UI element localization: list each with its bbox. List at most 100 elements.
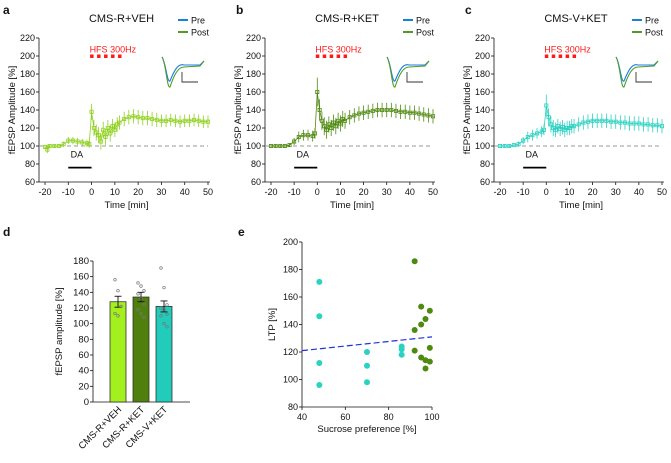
x-tick-label: 80 bbox=[384, 412, 394, 422]
hfs-marker bbox=[322, 54, 327, 58]
y-tick-label: 0 bbox=[84, 397, 89, 408]
pre-trace bbox=[161, 56, 205, 82]
hfs-marker bbox=[343, 54, 348, 58]
data-point bbox=[122, 117, 127, 122]
data-point bbox=[555, 124, 560, 129]
x-tick-label: -10 bbox=[62, 187, 75, 197]
y-tick-label: 20 bbox=[78, 381, 89, 392]
y-tick-label: 160 bbox=[283, 292, 298, 302]
y-axis-label: fEPSP Amplitude [%] bbox=[233, 66, 244, 155]
y-axis-label: fEPSP Amplitude [%] bbox=[462, 66, 473, 155]
y-tick-label: 160 bbox=[73, 272, 89, 283]
data-point bbox=[347, 115, 352, 120]
y-tick-label: 120 bbox=[283, 347, 298, 357]
y-tick-label: 180 bbox=[20, 69, 35, 79]
x-tick-label: 10 bbox=[335, 187, 345, 197]
y-tick-label: 180 bbox=[283, 265, 298, 275]
hfs-marker bbox=[104, 54, 108, 58]
y-tick-label: 80 bbox=[288, 402, 298, 412]
hfs-marker bbox=[111, 54, 115, 58]
hfs-label: HFS 300Hz bbox=[315, 44, 362, 54]
x-tick-label: 40 bbox=[297, 412, 307, 422]
individual-point bbox=[165, 325, 169, 329]
scatter-point bbox=[426, 307, 433, 314]
scatter-point bbox=[316, 313, 323, 320]
scale-bar bbox=[635, 72, 652, 83]
data-point bbox=[525, 134, 530, 139]
individual-point bbox=[142, 302, 146, 306]
y-tick-label: 220 bbox=[475, 33, 490, 43]
y-tick-label: 140 bbox=[475, 105, 490, 115]
data-point bbox=[43, 144, 48, 149]
individual-point bbox=[162, 285, 166, 290]
y-tick-label: 140 bbox=[246, 105, 261, 115]
panel-letter-d: d bbox=[3, 225, 10, 239]
y-axis-label: fEPSP amplitude [%] bbox=[54, 287, 65, 375]
x-tick-label: 0 bbox=[315, 187, 320, 197]
data-point bbox=[45, 147, 50, 152]
hfs-marker bbox=[90, 54, 94, 58]
data-point bbox=[112, 127, 117, 132]
data-point bbox=[352, 113, 357, 118]
scatter-point bbox=[316, 360, 323, 366]
y-tick-label: 100 bbox=[283, 375, 298, 385]
drug-label: DA bbox=[525, 150, 538, 160]
individual-point bbox=[159, 306, 163, 310]
y-tick-label: 80 bbox=[25, 159, 35, 169]
x-tick-label: 30 bbox=[611, 187, 621, 197]
x-tick-label: 50 bbox=[428, 187, 438, 197]
data-point bbox=[553, 127, 558, 132]
individual-point bbox=[136, 281, 140, 285]
y-tick-label: 140 bbox=[20, 105, 35, 115]
x-tick-label: 20 bbox=[359, 187, 369, 197]
x-tick-label: 40 bbox=[405, 187, 415, 197]
y-tick-label: 180 bbox=[73, 256, 89, 267]
legend-pre-label: Pre bbox=[645, 16, 659, 26]
scale-bar bbox=[181, 72, 198, 83]
x-axis-label: Time [min] bbox=[105, 200, 149, 211]
x-tick-label: 50 bbox=[203, 187, 213, 197]
data-point bbox=[576, 122, 581, 127]
y-tick-label: 180 bbox=[475, 69, 490, 79]
hfs-marker bbox=[558, 54, 563, 58]
y-tick-label: 100 bbox=[20, 141, 35, 151]
y-tick-label: 100 bbox=[246, 141, 261, 151]
hfs-marker bbox=[544, 54, 549, 58]
pre-trace bbox=[386, 56, 430, 82]
drug-label: DA bbox=[296, 150, 309, 160]
x-tick-label: -20 bbox=[493, 187, 506, 197]
hfs-marker bbox=[118, 54, 122, 58]
y-tick-label: 200 bbox=[246, 51, 261, 61]
hfs-label: HFS 300Hz bbox=[544, 44, 591, 54]
data-point bbox=[103, 134, 108, 139]
scatter-point bbox=[364, 379, 370, 386]
fit-line bbox=[301, 336, 433, 352]
panel-letter-b: b bbox=[236, 3, 243, 17]
y-tick-label: 140 bbox=[73, 287, 89, 298]
scatter-point bbox=[422, 316, 429, 322]
individual-point bbox=[116, 314, 120, 318]
legend-pre-label: Pre bbox=[416, 16, 430, 26]
data-point bbox=[110, 124, 115, 129]
y-tick-label: 200 bbox=[283, 237, 298, 247]
individual-point bbox=[162, 322, 166, 326]
hfs-marker bbox=[329, 54, 334, 58]
hfs-label: HFS 300Hz bbox=[90, 44, 137, 54]
x-tick-label: 40 bbox=[634, 187, 644, 197]
y-tick-label: 140 bbox=[283, 320, 298, 330]
scatter-point bbox=[411, 347, 418, 354]
y-tick-label: 60 bbox=[480, 177, 490, 187]
individual-point bbox=[165, 303, 169, 307]
y-axis-label: LTP [%] bbox=[267, 308, 278, 341]
y-tick-label: 220 bbox=[246, 33, 261, 43]
y-tick-label: 120 bbox=[20, 123, 35, 133]
y-tick-label: 60 bbox=[78, 350, 89, 361]
scatter-point bbox=[398, 351, 405, 358]
individual-point bbox=[116, 289, 120, 293]
x-axis-label: Time [min] bbox=[330, 200, 374, 211]
drug-label: DA bbox=[71, 150, 84, 160]
x-tick-label: 50 bbox=[657, 187, 667, 197]
x-axis-label: Sucrose preference [%] bbox=[317, 424, 416, 435]
x-tick-label: 0 bbox=[544, 187, 549, 197]
